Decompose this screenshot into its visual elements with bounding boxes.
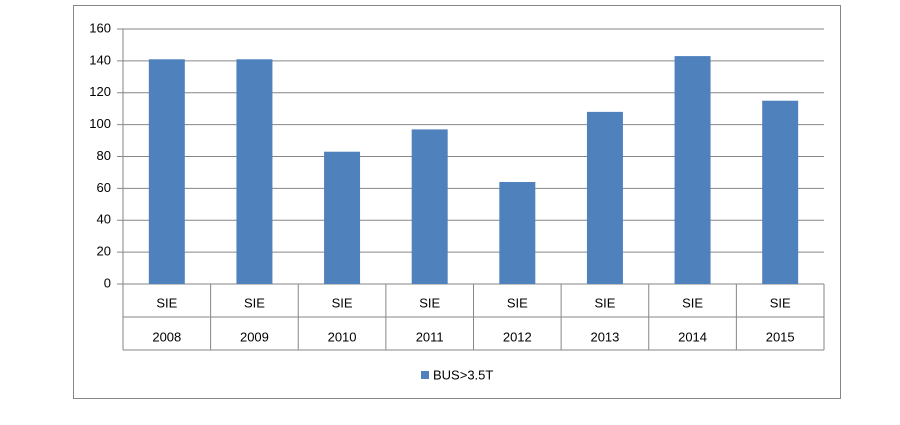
bar <box>324 151 361 284</box>
bar <box>236 59 273 284</box>
y-tick-label: 120 <box>89 84 111 99</box>
x-tick-label: 2012 <box>503 329 532 344</box>
bar <box>499 182 536 284</box>
y-tick-label: 40 <box>97 212 111 227</box>
x-tick-label: 2009 <box>240 329 269 344</box>
chart-border <box>73 5 841 399</box>
y-tick-label: 80 <box>97 148 111 163</box>
bar <box>674 56 711 284</box>
y-tick-label: 140 <box>89 52 111 67</box>
x-tick-label: SIE <box>419 295 440 310</box>
y-tick-label: 0 <box>104 275 111 290</box>
y-tick-label: 160 <box>89 20 111 35</box>
x-tick-label: 2011 <box>416 329 444 344</box>
bar <box>148 59 185 284</box>
y-tick-label: 60 <box>97 180 111 195</box>
legend-label: BUS>3.5T <box>433 367 493 382</box>
legend-swatch <box>421 371 429 379</box>
bar <box>586 111 623 284</box>
y-tick-label: 20 <box>97 244 111 259</box>
bar <box>762 100 799 284</box>
x-tick-label: SIE <box>156 295 177 310</box>
x-tick-label: SIE <box>332 295 353 310</box>
x-tick-label: SIE <box>682 295 703 310</box>
x-tick-label: 2010 <box>328 329 357 344</box>
x-tick-label: SIE <box>244 295 265 310</box>
x-tick-label: 2008 <box>152 329 181 344</box>
x-tick-label: 2014 <box>678 329 707 344</box>
x-tick-label: 2015 <box>766 329 795 344</box>
x-tick-label: SIE <box>770 295 791 310</box>
bar <box>411 129 448 284</box>
x-tick-label: SIE <box>507 295 528 310</box>
x-tick-label: 2013 <box>590 329 619 344</box>
x-tick-label: SIE <box>594 295 615 310</box>
y-tick-label: 100 <box>89 116 111 131</box>
